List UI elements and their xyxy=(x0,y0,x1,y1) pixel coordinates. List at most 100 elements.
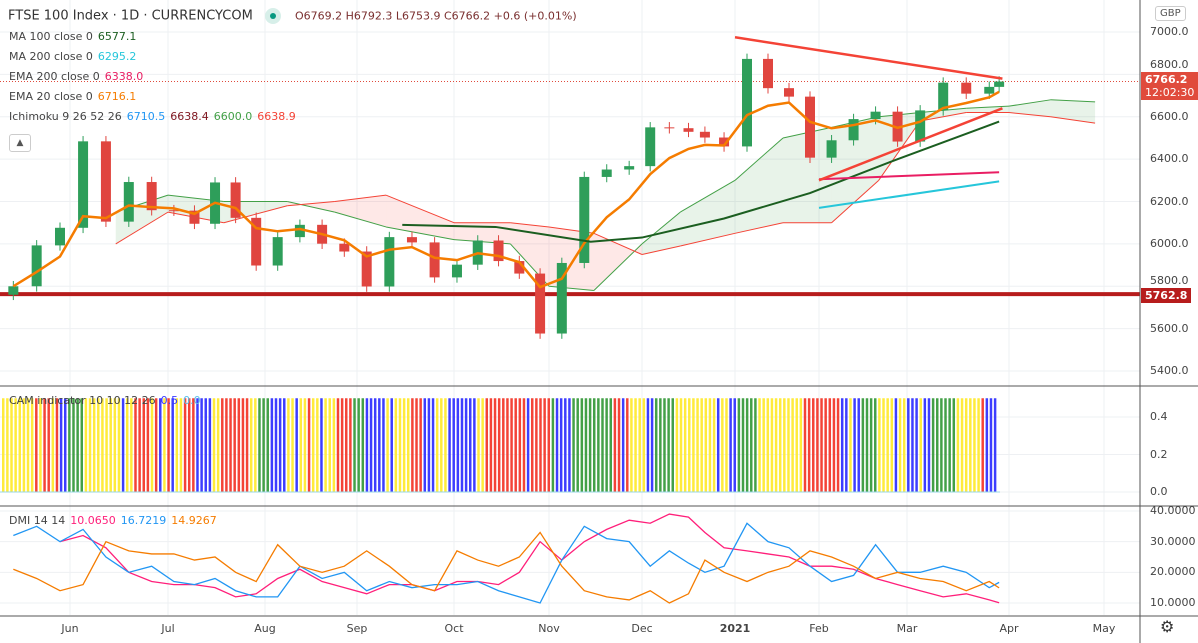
cam-bar xyxy=(601,398,604,492)
cam-bar xyxy=(299,398,303,492)
dmi-legend-label: DMI 14 14 xyxy=(9,514,66,527)
cam-bar xyxy=(882,398,885,492)
cam-bar xyxy=(989,398,993,492)
collapse-legend-button[interactable]: ▲ xyxy=(9,134,31,152)
cam-bar xyxy=(630,398,633,492)
indicator-legend[interactable]: EMA 20 close 0 6716.1 xyxy=(9,90,141,103)
cam-bar xyxy=(278,398,282,492)
cam-bar xyxy=(287,398,290,492)
candle-body xyxy=(763,58,773,89)
cam-bar xyxy=(993,398,997,492)
ichimoku-cloud-segment xyxy=(334,195,387,227)
cam-bar xyxy=(262,398,265,492)
cam-bar xyxy=(225,398,228,492)
ma200-line xyxy=(818,180,1000,209)
gear-icon[interactable]: ⚙ xyxy=(1160,617,1175,636)
candle-body xyxy=(805,96,815,158)
cam-bar xyxy=(340,398,344,492)
cam-bar xyxy=(373,398,377,492)
cam-bar xyxy=(150,398,154,492)
cam-bar xyxy=(402,398,406,492)
cam-bar xyxy=(386,398,389,492)
candle-body xyxy=(168,210,179,212)
cam-bar xyxy=(840,398,844,492)
cam-bar xyxy=(88,398,92,492)
cam-bar xyxy=(898,398,902,492)
cam-bar xyxy=(187,398,191,492)
cam-bar xyxy=(291,398,294,492)
cam-bar xyxy=(696,398,699,492)
cam-bar xyxy=(336,398,340,492)
cam-bar xyxy=(47,398,50,492)
indicator-value: 6577.1 xyxy=(97,30,137,43)
cam-legend[interactable]: CAM indicator 10 10 12 26 0.5 0.0 xyxy=(9,394,206,407)
ichimoku-cloud-segment xyxy=(831,116,879,223)
cam-bar xyxy=(874,398,877,492)
cam-bar xyxy=(369,398,373,492)
cam-bar xyxy=(568,398,571,492)
cam-bar xyxy=(130,398,133,492)
ema200-line xyxy=(818,171,1000,181)
cam-bar xyxy=(849,398,852,492)
currency-badge[interactable]: GBP xyxy=(1155,6,1186,21)
cam-bar xyxy=(795,398,798,492)
candle-body xyxy=(146,182,157,211)
cam-bar xyxy=(493,398,497,492)
cam-bar xyxy=(283,398,286,492)
indicator-legend[interactable]: EMA 200 close 0 6338.0 xyxy=(9,70,148,83)
cam-bar xyxy=(204,398,207,492)
indicator-legend[interactable]: MA 100 close 0 6577.1 xyxy=(9,30,141,43)
cam-bar xyxy=(241,398,245,492)
cam-bar xyxy=(944,398,947,492)
cam-bar xyxy=(613,398,617,492)
cam-bar xyxy=(956,398,960,492)
indicator-value: 6710.5 xyxy=(126,110,166,123)
cam-bar xyxy=(448,398,451,492)
dmi-legend[interactable]: DMI 14 14 10.0650 16.7219 14.9267 xyxy=(9,514,222,527)
dmi-value-adx: 10.0650 xyxy=(70,514,116,527)
indicator-legend[interactable]: Ichimoku 9 26 52 26 6710.5 6638.4 6600.0 663… xyxy=(9,110,301,123)
cam-bar xyxy=(878,398,881,492)
cam-bar xyxy=(547,398,551,492)
ichimoku-span-b xyxy=(831,179,880,224)
cam-bar xyxy=(382,398,385,492)
cam-bar xyxy=(92,398,96,492)
cam-bar xyxy=(460,398,464,492)
cam-bar xyxy=(154,398,158,492)
dmi-axis-label: 40.0000 xyxy=(1150,503,1196,517)
cam-bar xyxy=(716,398,720,492)
candle-body xyxy=(994,81,1005,87)
candle-body xyxy=(579,176,590,263)
cam-bar xyxy=(539,398,542,492)
cam-bar xyxy=(407,398,410,492)
symbol-title[interactable]: FTSE 100 Index · 1D · CURRENCYCOM xyxy=(8,8,253,24)
cam-bar xyxy=(469,398,472,492)
price-axis-label: 6200.0 xyxy=(1150,194,1189,208)
indicator-value: 6716.1 xyxy=(97,90,137,103)
cam-bar xyxy=(535,398,538,492)
ichimoku-span-b xyxy=(1008,112,1051,118)
cam-bar xyxy=(349,398,352,492)
price-axis-label: 7000.0 xyxy=(1150,25,1189,38)
cam-bar xyxy=(576,398,579,492)
candle-body xyxy=(961,82,972,94)
cam-bar xyxy=(357,398,360,492)
candle-body xyxy=(493,240,504,262)
cam-bar xyxy=(741,398,745,492)
cam-bar xyxy=(2,398,5,492)
indicator-value: 6638.4 xyxy=(170,110,209,123)
change-value: +0.6 (+0.01%) xyxy=(493,9,577,23)
indicator-legend[interactable]: MA 200 close 0 6295.2 xyxy=(9,50,141,63)
cam-bar xyxy=(200,398,203,492)
cam-bar xyxy=(952,398,956,492)
indicator-legend-label: MA 200 close 0 xyxy=(9,50,93,63)
time-axis-label: Mar xyxy=(896,622,918,635)
open-value: O6769.2 xyxy=(294,9,343,23)
cam-bar xyxy=(791,398,794,492)
cam-bar xyxy=(642,398,646,492)
cam-bar xyxy=(580,398,584,492)
ichimoku-span-a xyxy=(1008,99,1051,107)
cam-bar xyxy=(229,398,232,492)
cam-bar xyxy=(35,398,38,492)
